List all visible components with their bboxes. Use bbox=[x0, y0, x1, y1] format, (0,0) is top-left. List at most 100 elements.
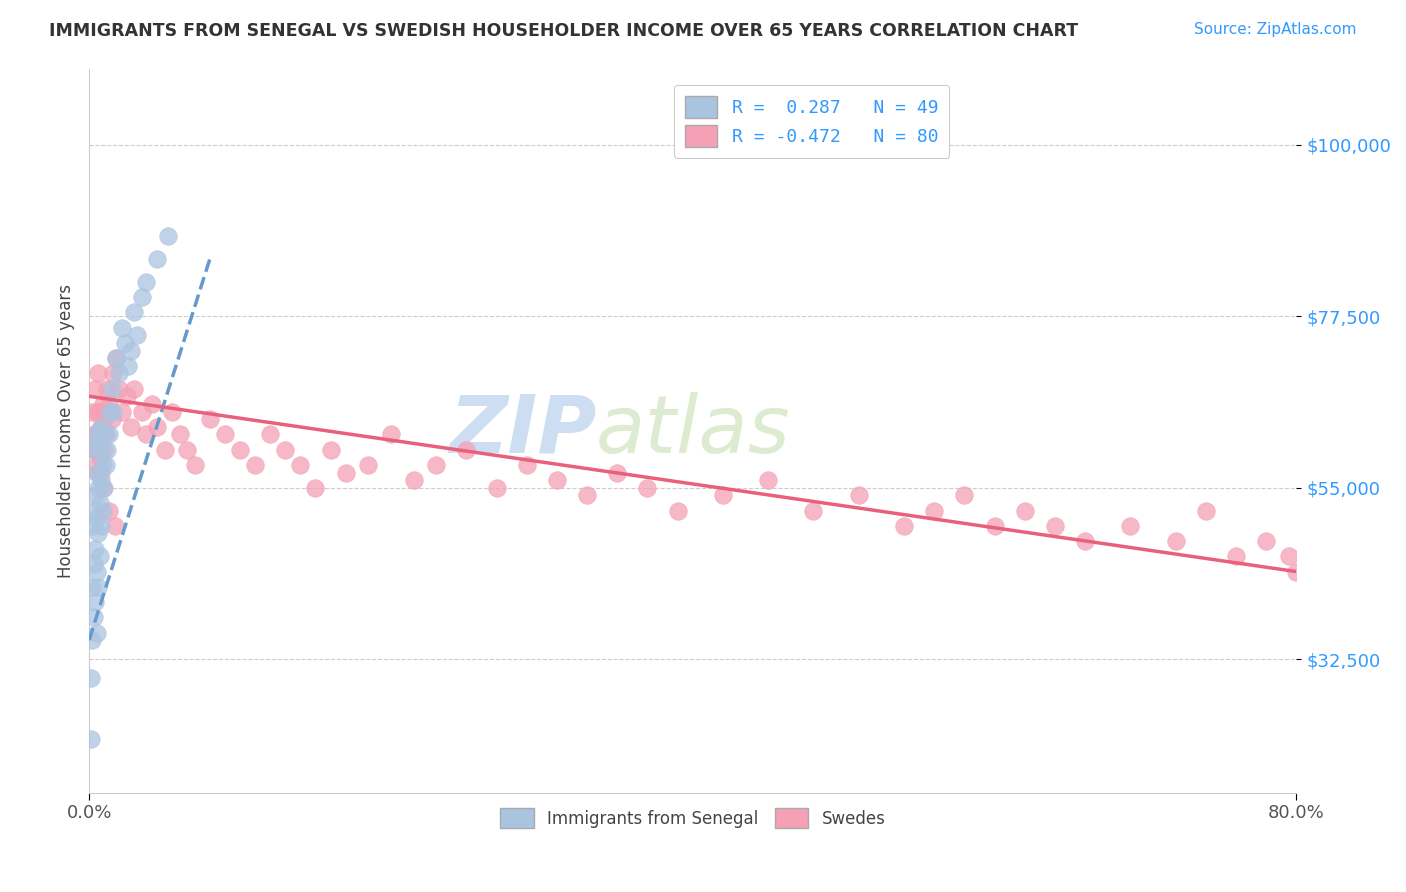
Point bbox=[83, 442, 105, 457]
Point bbox=[97, 427, 120, 442]
Point bbox=[93, 412, 115, 426]
Point bbox=[83, 427, 105, 442]
Point bbox=[1285, 565, 1308, 579]
Point bbox=[87, 427, 110, 442]
Point bbox=[84, 595, 107, 609]
Point bbox=[141, 397, 163, 411]
Point bbox=[1043, 519, 1066, 533]
Point bbox=[87, 435, 110, 450]
Point bbox=[259, 427, 281, 442]
Point bbox=[86, 565, 108, 579]
Point bbox=[79, 671, 101, 685]
Point bbox=[135, 427, 157, 442]
Point bbox=[89, 549, 111, 564]
Point bbox=[606, 466, 628, 480]
Point bbox=[90, 519, 112, 533]
Point bbox=[153, 442, 176, 457]
Point bbox=[93, 427, 115, 442]
Point bbox=[100, 412, 122, 426]
Point bbox=[86, 511, 108, 525]
Point bbox=[90, 419, 112, 434]
Point bbox=[104, 519, 127, 533]
Point bbox=[89, 450, 111, 465]
Point bbox=[229, 442, 252, 457]
Point bbox=[94, 427, 117, 442]
Point bbox=[86, 625, 108, 640]
Point bbox=[115, 389, 138, 403]
Point bbox=[84, 488, 107, 502]
Point bbox=[290, 458, 312, 472]
Point bbox=[111, 404, 134, 418]
Point bbox=[756, 473, 779, 487]
Point bbox=[105, 351, 128, 366]
Point bbox=[380, 427, 402, 442]
Point bbox=[1074, 534, 1097, 549]
Point bbox=[87, 580, 110, 594]
Point bbox=[1225, 549, 1247, 564]
Point bbox=[127, 328, 149, 343]
Y-axis label: Householder Income Over 65 years: Householder Income Over 65 years bbox=[58, 284, 75, 578]
Point bbox=[636, 481, 658, 495]
Point bbox=[1014, 503, 1036, 517]
Point bbox=[87, 481, 110, 495]
Point bbox=[80, 633, 103, 648]
Point bbox=[124, 305, 146, 319]
Point bbox=[83, 610, 105, 624]
Point bbox=[93, 481, 115, 495]
Point bbox=[1278, 549, 1301, 564]
Point bbox=[953, 488, 976, 502]
Point bbox=[86, 458, 108, 472]
Point bbox=[183, 458, 205, 472]
Point bbox=[86, 427, 108, 442]
Point bbox=[135, 275, 157, 289]
Point bbox=[96, 442, 118, 457]
Point bbox=[84, 442, 107, 457]
Point bbox=[243, 458, 266, 472]
Point bbox=[893, 519, 915, 533]
Point bbox=[100, 382, 122, 396]
Point bbox=[87, 526, 110, 541]
Point bbox=[848, 488, 870, 502]
Point bbox=[485, 481, 508, 495]
Point bbox=[402, 473, 425, 487]
Point bbox=[922, 503, 945, 517]
Point bbox=[1195, 503, 1218, 517]
Text: ZIP: ZIP bbox=[449, 392, 596, 469]
Point bbox=[124, 382, 146, 396]
Point bbox=[108, 382, 131, 396]
Point bbox=[131, 290, 153, 304]
Point bbox=[425, 458, 447, 472]
Point bbox=[576, 488, 599, 502]
Point bbox=[131, 404, 153, 418]
Point bbox=[96, 382, 118, 396]
Point bbox=[146, 419, 169, 434]
Point bbox=[803, 503, 825, 517]
Point bbox=[80, 519, 103, 533]
Point bbox=[546, 473, 568, 487]
Point bbox=[80, 404, 103, 418]
Legend: Immigrants from Senegal, Swedes: Immigrants from Senegal, Swedes bbox=[494, 801, 891, 835]
Point bbox=[87, 466, 110, 480]
Point bbox=[90, 473, 112, 487]
Point bbox=[83, 557, 105, 571]
Point bbox=[91, 503, 114, 517]
Point bbox=[214, 427, 236, 442]
Point bbox=[84, 382, 107, 396]
Text: atlas: atlas bbox=[596, 392, 792, 469]
Point bbox=[120, 419, 142, 434]
Point bbox=[86, 404, 108, 418]
Point bbox=[91, 481, 114, 495]
Point bbox=[983, 519, 1005, 533]
Point bbox=[105, 351, 128, 366]
Point bbox=[176, 442, 198, 457]
Point bbox=[89, 404, 111, 418]
Point bbox=[304, 481, 326, 495]
Point bbox=[94, 458, 117, 472]
Point bbox=[1119, 519, 1142, 533]
Point bbox=[90, 419, 112, 434]
Point bbox=[91, 458, 114, 472]
Point bbox=[117, 359, 139, 373]
Point bbox=[103, 404, 125, 418]
Point bbox=[103, 367, 125, 381]
Point bbox=[357, 458, 380, 472]
